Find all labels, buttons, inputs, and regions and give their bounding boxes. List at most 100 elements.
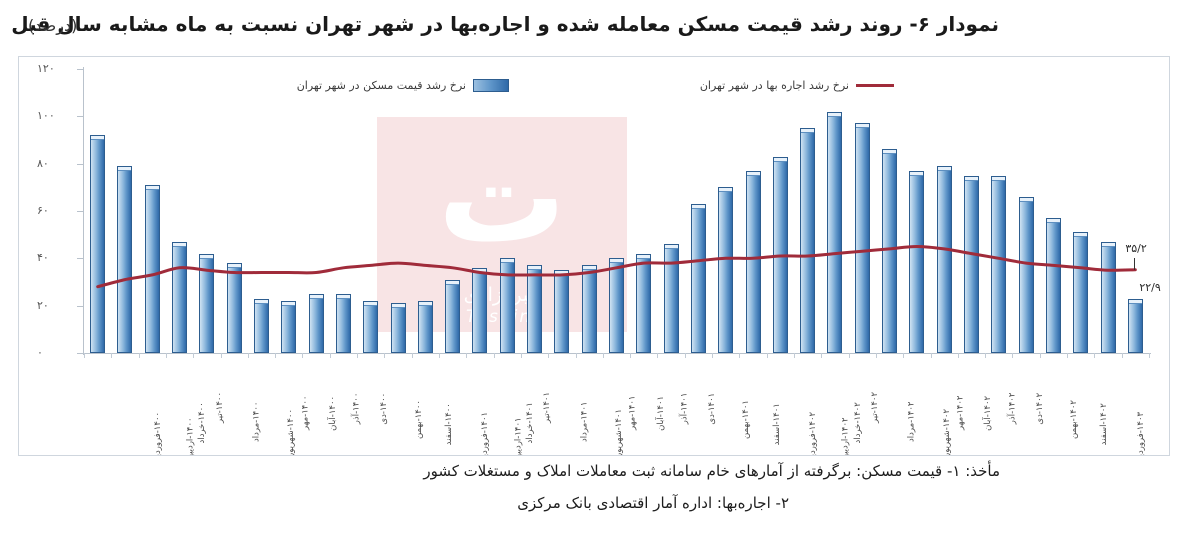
- x-axis-label: ۱۴۰۱-دی: [706, 392, 717, 425]
- y-tick-label: ۸۰: [37, 156, 49, 170]
- x-tick: [493, 353, 495, 358]
- x-axis-label: ۱۴۰۱-اسفند: [771, 403, 782, 446]
- x-axis-label: ۱۴۰۰-بهمن: [413, 400, 424, 440]
- x-tick: [1094, 353, 1096, 358]
- bar: [254, 298, 269, 353]
- legend-label-housing-price: نرخ رشد قیمت مسکن در شهر تهران: [296, 79, 466, 92]
- x-tick: [411, 353, 413, 358]
- data-label-rent-last: ۳۵/۲: [1125, 241, 1147, 255]
- x-tick: [712, 353, 714, 358]
- bar: [690, 203, 706, 353]
- bar: [909, 170, 925, 353]
- source-note-2: ۲- اجاره‌بها: اداره آمار اقتصادی بانک مر…: [517, 494, 789, 512]
- x-axis-label: ۱۴۰۰-دی: [379, 392, 390, 425]
- bar: [1127, 298, 1143, 353]
- x-axis-label: ۱۴۰۲-آذر: [1007, 392, 1018, 425]
- data-label-leader-line: [1134, 257, 1136, 270]
- x-tick: [903, 353, 905, 358]
- x-axis-label: ۱۴۰۲-اردیبهشت: [840, 417, 851, 456]
- x-axis-label: ۱۴۰۲-اسفند: [1099, 403, 1110, 446]
- x-tick: [1012, 353, 1014, 358]
- rent-line-svg: [96, 245, 1137, 289]
- bar: [936, 166, 952, 353]
- y-tick: [77, 305, 84, 307]
- x-tick: [848, 353, 850, 358]
- x-tick: [766, 353, 768, 358]
- y-tick: [77, 163, 84, 165]
- bar: [636, 253, 652, 353]
- x-tick: [602, 353, 604, 358]
- x-axis-label: ۱۴۰۱-مرداد: [579, 401, 590, 443]
- x-axis-label: ۱۴۰۳-فروردین: [1135, 411, 1146, 456]
- chart-area: نرخ رشد قیمت مسکن در شهر تهران نرخ رشد ا…: [18, 56, 1170, 456]
- bar: [445, 279, 461, 353]
- x-tick: [247, 353, 249, 358]
- bar: [363, 300, 379, 353]
- x-tick: [821, 353, 823, 358]
- y-tick-label: ۰: [37, 346, 43, 359]
- x-axis-label: ۱۴۰۰-خرداد: [197, 402, 208, 444]
- bar: [882, 149, 898, 353]
- bar: [281, 300, 297, 353]
- x-tick: [466, 353, 468, 358]
- bar: [609, 258, 624, 353]
- x-axis-label: ۱۴۰۰-فروردین: [152, 411, 163, 456]
- bar: [226, 263, 242, 353]
- x-axis-label: ۱۴۰۲-شهریور: [941, 408, 952, 456]
- x-axis-label: ۱۴۰۰-مهر: [300, 395, 310, 431]
- x-axis-label: ۱۴۰۰-اسفند: [444, 403, 455, 446]
- x-tick: [357, 353, 359, 358]
- y-tick-label: ۴۰: [37, 251, 49, 265]
- bar: [964, 175, 979, 353]
- y-tick-label: ۲۰: [37, 298, 49, 312]
- x-tick: [657, 353, 659, 358]
- chart-legend: نرخ رشد قیمت مسکن در شهر تهران نرخ رشد ا…: [19, 79, 1169, 103]
- y-tick: [77, 211, 84, 212]
- x-tick: [985, 353, 987, 358]
- bar: [581, 265, 597, 353]
- x-tick: [794, 353, 795, 358]
- bar: [117, 166, 133, 353]
- bar: [527, 265, 543, 353]
- x-tick: [1121, 353, 1123, 358]
- y-tick: [77, 353, 84, 354]
- bar: [827, 111, 843, 353]
- source-note-1: مأخذ: ۱- قیمت مسکن: برگرفته از آمارهای خ…: [423, 462, 1000, 480]
- y-tick: [77, 116, 84, 118]
- x-axis-label: ۱۴۰۲-خرداد: [852, 402, 863, 444]
- unit-label: (درصد): [28, 16, 78, 35]
- x-axis-label: ۱۴۰۲-تیر: [869, 391, 880, 423]
- x-tick: [329, 353, 331, 358]
- bar: [335, 293, 351, 353]
- x-axis-label: ۱۴۰۰-آبان: [327, 395, 338, 431]
- x-axis-line: [83, 353, 1151, 354]
- legend-label-rent: نرخ رشد اجاره بها در شهر تهران: [699, 79, 849, 92]
- data-label-price-last: ۲۲/۹: [1139, 280, 1161, 294]
- x-tick: [220, 353, 222, 358]
- bar: [390, 303, 406, 353]
- x-axis-label: ۱۴۰۱-شهریور: [613, 408, 624, 456]
- x-tick: [1067, 353, 1069, 358]
- x-axis-label: ۱۴۰۲-مهر: [955, 395, 966, 431]
- bar: [1073, 232, 1089, 353]
- bar: [199, 253, 215, 353]
- x-tick: [165, 353, 167, 358]
- x-axis-category-labels: ۱۴۰۰-فروردین ۱۴۰۰-اردیبهشت ۱۴۰۰-خرداد ۱۴۰۰-…: [84, 357, 1149, 456]
- chart-header: نمودار ۶- روند رشد قیمت مسکن معامله شده …: [0, 0, 1189, 52]
- x-axis-label: ۱۴۰۲-فروردین: [807, 411, 818, 456]
- legend-bar-swatch-icon: [473, 79, 509, 92]
- x-axis-label: ۱۴۰۰-آذر: [351, 392, 362, 425]
- x-axis-label: ۱۴۰۰-اردیبهشت: [185, 417, 196, 456]
- x-tick: [930, 353, 932, 358]
- bar: [417, 300, 433, 353]
- x-tick: [1039, 353, 1041, 358]
- x-axis-label: ۱۴۰۱-تیر: [542, 391, 553, 423]
- y-tick-label: ۶۰: [37, 204, 49, 217]
- bar: [745, 170, 761, 353]
- x-axis-label: ۱۴۰۱-بهمن: [741, 400, 752, 440]
- x-tick: [84, 353, 85, 358]
- bar: [499, 258, 515, 353]
- page-title: نمودار ۶- روند رشد قیمت مسکن معامله شده …: [11, 12, 999, 36]
- x-tick: [1149, 353, 1150, 358]
